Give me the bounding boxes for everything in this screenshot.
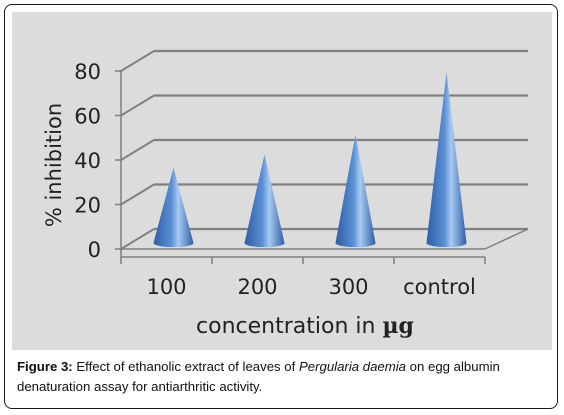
gridline-diagonal [120,228,155,250]
x-tick-label: 300 [328,275,368,299]
y-tick-label: 0 [88,238,101,262]
gridline-diagonal [120,183,155,206]
cone-chart: 0 20 40 60 80 100 200 300 control % inhibition con… [42,49,529,339]
x-tick-label: 200 [237,275,277,299]
gridline-diagonal [120,139,155,161]
y-tick-label: 80 [74,60,101,84]
y-tick-label: 20 [74,194,101,218]
y-tick-label: 40 [74,149,101,173]
x-tick-label: 100 [146,275,186,299]
x-tick-label: control [403,275,476,299]
figure-caption: Figure 3: Effect of ethanolic extract of… [17,357,549,397]
caption-species: Pergularia daemia [298,359,406,374]
cone-bar [335,134,376,247]
caption-figure-label: Figure 3: [17,359,73,374]
plot-area [12,12,552,350]
caption-text-before: Effect of ethanolic extract of leaves of [72,359,299,374]
cone-bar [426,71,467,248]
x-axis-title: concentration in µg [196,313,414,339]
figure-frame: 0 20 40 60 80 100 200 300 control % inhibition con… [4,4,558,409]
gridline-diagonal [120,94,155,117]
cone-bar [244,154,285,247]
y-tick-label: 60 [74,105,101,129]
cone-bar [153,167,194,247]
y-axis-title: % inhibition [42,103,66,227]
caption-text-after: on egg albumin denaturation assay for an… [17,359,500,394]
floor-right-edge [484,228,529,250]
gridline-diagonal [120,50,155,72]
